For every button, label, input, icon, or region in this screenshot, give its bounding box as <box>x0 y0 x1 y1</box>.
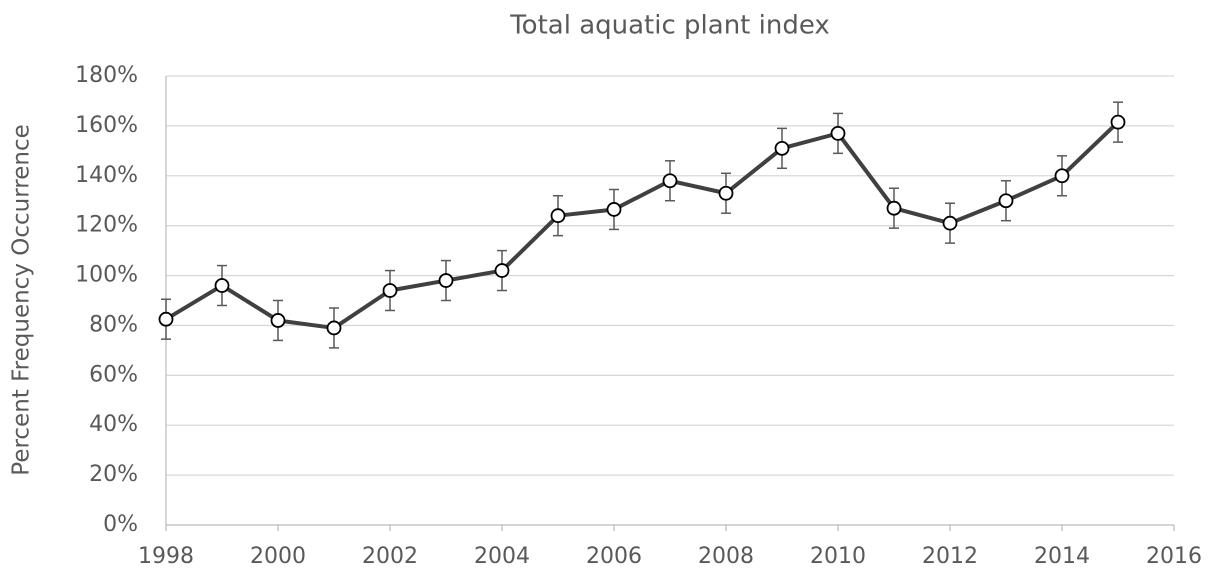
data-point <box>270 313 286 328</box>
x-tick-label: 2004 <box>474 544 530 569</box>
y-tick-label: 120% <box>75 213 138 238</box>
data-point <box>718 185 734 201</box>
x-tick-label: 2002 <box>362 544 418 569</box>
data-point <box>550 208 566 224</box>
data-point <box>494 263 510 278</box>
x-tick-label: 2006 <box>586 544 642 569</box>
data-point <box>158 311 174 327</box>
chart-title: Total aquatic plant index <box>509 11 830 41</box>
y-axis-title: Percent Frequency Occurrence <box>9 124 35 475</box>
data-point <box>438 273 454 288</box>
data-line <box>164 120 1120 330</box>
data-point <box>326 320 342 336</box>
y-tick-label: 20% <box>89 462 138 487</box>
data-point <box>998 193 1014 209</box>
data-point <box>774 140 790 156</box>
x-tick-label: 2000 <box>250 544 306 569</box>
y-tick-label: 0% <box>103 512 138 537</box>
x-tick-label: 2016 <box>1146 544 1202 569</box>
x-tick-label: 2014 <box>1034 544 1090 569</box>
x-tick-label: 2012 <box>922 544 978 569</box>
data-point <box>886 200 902 216</box>
y-tick-label: 160% <box>75 113 138 138</box>
data-point <box>606 202 622 217</box>
data-point <box>942 215 958 231</box>
y-tick-label: 60% <box>89 362 138 387</box>
y-tick-label: 140% <box>75 163 138 188</box>
y-tick-label: 100% <box>75 263 138 288</box>
y-tick-label: 180% <box>75 63 138 88</box>
y-tick-label: 40% <box>89 412 138 437</box>
data-point <box>214 278 230 293</box>
x-tick-label: 1998 <box>138 544 194 569</box>
data-point <box>382 283 398 298</box>
x-tick-label: 2008 <box>698 544 754 569</box>
data-point <box>1110 114 1126 130</box>
data-point <box>662 173 678 189</box>
data-point <box>830 125 846 141</box>
x-tick-label: 2010 <box>810 544 866 569</box>
data-point <box>1054 168 1070 184</box>
y-tick-label: 80% <box>89 312 138 337</box>
